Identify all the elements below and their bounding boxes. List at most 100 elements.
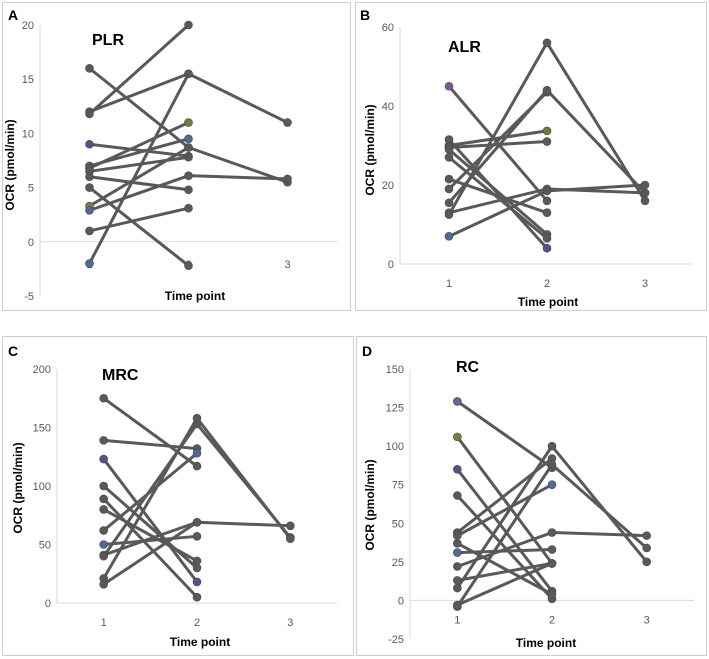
panel-c-y-tick-label: 50 bbox=[39, 540, 51, 552]
panel-a-data-point-s11 bbox=[184, 171, 193, 180]
panel-b-data-point-s11 bbox=[542, 38, 552, 48]
panel-a-y-axis-label: OCR (pmol/min) bbox=[3, 119, 17, 210]
panel-a-letter: A bbox=[8, 7, 18, 23]
panel-c-data-point-s1 bbox=[99, 393, 108, 403]
panel-c-x-axis-label: Time point bbox=[170, 635, 230, 649]
panel-b-data-point-s1 bbox=[542, 196, 552, 206]
panel-c-data-point-s4 bbox=[99, 481, 108, 491]
panel-d-y-tick-label: 100 bbox=[386, 441, 404, 453]
panel-d-data-point-s1 bbox=[453, 397, 462, 406]
panel-c-series-line-s8 bbox=[103, 534, 198, 546]
panel-c-data-point-s3 bbox=[99, 454, 108, 464]
panel-a-y-tick-label: 20 bbox=[22, 20, 34, 32]
panel-b-data-point-s7 bbox=[542, 208, 552, 217]
panel-b-data-point-s6 bbox=[444, 153, 454, 162]
panel-c-data-point-s7 bbox=[192, 448, 202, 458]
panel-d-y-tick-label: 150 bbox=[386, 364, 404, 376]
panel-d-y-tick-label: 0 bbox=[398, 595, 404, 607]
panel-c-data-point-s5 bbox=[99, 494, 108, 504]
panel-a-y-tick-label: 5 bbox=[28, 183, 34, 195]
panel-a-y-tick-label: -5 bbox=[24, 291, 34, 303]
panel-b-data-point-s12 bbox=[542, 186, 552, 196]
panel-d-series-line-s6 bbox=[456, 483, 553, 537]
panel-c-data-point-s11 bbox=[286, 534, 295, 543]
panel-d-data-point-s2 bbox=[453, 432, 462, 442]
panel-a-data-point-s6 bbox=[184, 118, 193, 127]
panel-d-series-line-s13 bbox=[456, 562, 553, 607]
panel-d-series-line-s4 bbox=[456, 494, 554, 600]
panel-d-data-point-s6 bbox=[453, 531, 462, 540]
panel-a-data-point-s13 bbox=[184, 69, 193, 79]
panel-b-y-tick-label: 20 bbox=[382, 180, 394, 192]
panel-b-data-point-s9 bbox=[542, 85, 552, 95]
panel-c-data-point-s7 bbox=[99, 526, 108, 535]
panel-d-frame bbox=[356, 336, 707, 656]
panel-b-series-line-s5 bbox=[448, 148, 548, 236]
panel-a-series-line-s4 bbox=[89, 142, 189, 158]
panel-a-data-point-s3 bbox=[85, 109, 94, 119]
panel-a-y-tick-label: 10 bbox=[22, 128, 34, 140]
panel-d-data-point-s9 bbox=[453, 562, 462, 571]
panel-c-data-point-s5 bbox=[192, 592, 202, 602]
panel-d-y-tick-label: 75 bbox=[392, 480, 404, 492]
panel-d-x-tick-label: 1 bbox=[454, 614, 460, 626]
panel-b-data-point-s11 bbox=[444, 210, 454, 219]
panel-c-x-tick-label: 3 bbox=[287, 617, 293, 629]
panel-d-data-point-s7 bbox=[453, 539, 462, 548]
panel-c-x-tick-label: 1 bbox=[101, 617, 107, 629]
panel-a-data-point-s9 bbox=[184, 261, 193, 270]
panel-d-data-point-s11 bbox=[642, 557, 651, 567]
panel-d-data-point-s9 bbox=[642, 531, 651, 540]
panel-b-y-tick-label: 40 bbox=[382, 101, 394, 113]
panel-a-series-line-s6 bbox=[88, 121, 190, 170]
panel-a-frame bbox=[2, 2, 351, 311]
panel-c-data-point-s10 bbox=[99, 551, 108, 561]
panel-d-data-point-s4 bbox=[453, 491, 462, 500]
panel-b-data-point-s11 bbox=[640, 196, 650, 206]
panel-a-y-tick-label: 0 bbox=[28, 237, 34, 249]
panel-d-data-point-s6 bbox=[547, 480, 557, 490]
panel-a-series-line-s9 bbox=[88, 186, 190, 267]
panel-a-title: PLR bbox=[92, 32, 124, 49]
panel-d-data-point-s13 bbox=[547, 559, 557, 568]
panel-c-data-point-s1 bbox=[192, 461, 202, 471]
panel-c-y-tick-label: 150 bbox=[33, 423, 51, 435]
panel-a-series-line-s8 bbox=[89, 175, 189, 192]
panel-b-frame bbox=[355, 2, 707, 311]
panel-c-series-line-s5 bbox=[102, 497, 199, 599]
panel-b-y-tick-label: 60 bbox=[382, 22, 394, 34]
panel-d-data-point-s12 bbox=[547, 460, 557, 469]
panel-d-data-point-s12 bbox=[642, 543, 651, 553]
panel-a-x-axis-label: Time point bbox=[165, 289, 225, 303]
panel-c-series-line-s12 bbox=[102, 521, 198, 586]
panel-b-data-point-s3 bbox=[542, 126, 552, 136]
panel-b-data-point-s4 bbox=[542, 137, 552, 146]
panel-b-letter: B bbox=[360, 7, 370, 23]
panel-c-data-point-s11 bbox=[192, 413, 202, 423]
panel-d-data-point-s10 bbox=[453, 576, 462, 585]
panel-d-data-point-s8 bbox=[547, 545, 557, 554]
panel-b-data-point-s6 bbox=[542, 234, 552, 243]
panel-d-title: RC bbox=[456, 359, 480, 376]
panel-a-x-tick-label: 3 bbox=[284, 259, 290, 271]
panel-b-x-tick-label: 1 bbox=[446, 278, 452, 290]
panel-a-data-point-s12 bbox=[184, 203, 193, 213]
panel-a-data-point-s9 bbox=[85, 183, 94, 192]
panel-b-data-point-s12 bbox=[444, 232, 454, 241]
panel-a-data-point-s13 bbox=[283, 118, 292, 127]
panel-d-data-point-s8 bbox=[453, 548, 462, 557]
panel-a-data-point-s11 bbox=[85, 206, 94, 215]
panel-c-y-tick-label: 0 bbox=[45, 598, 51, 610]
panel-a-data-point-s4 bbox=[85, 139, 94, 149]
panel-a-data-point-s10 bbox=[184, 143, 193, 152]
panel-d-data-point-s3 bbox=[453, 464, 462, 474]
panel-c-title: MRC bbox=[102, 367, 139, 384]
panel-c-y-tick-label: 100 bbox=[33, 481, 51, 493]
panel-c-data-point-s12 bbox=[192, 517, 202, 527]
panel-c-series-line-s4 bbox=[102, 484, 198, 570]
panel-b-title: ALR bbox=[448, 39, 481, 56]
panel-a-data-point-s7 bbox=[184, 152, 193, 162]
